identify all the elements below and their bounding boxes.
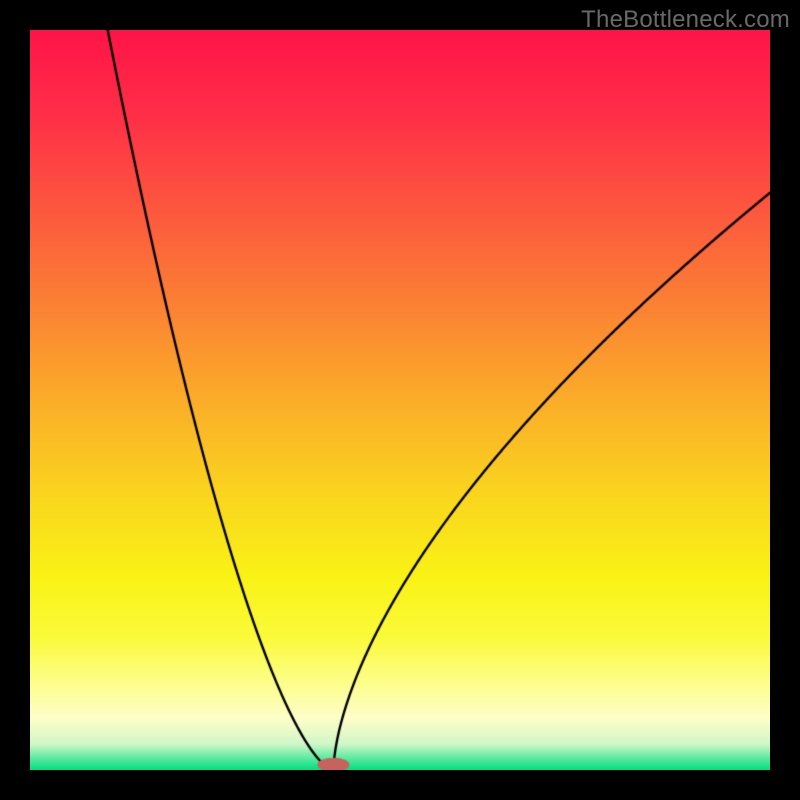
plot-area: [30, 30, 770, 770]
bottleneck-curve: [30, 30, 770, 770]
root-container: TheBottleneck.com: [0, 0, 800, 800]
watermark-text: TheBottleneck.com: [581, 6, 790, 34]
